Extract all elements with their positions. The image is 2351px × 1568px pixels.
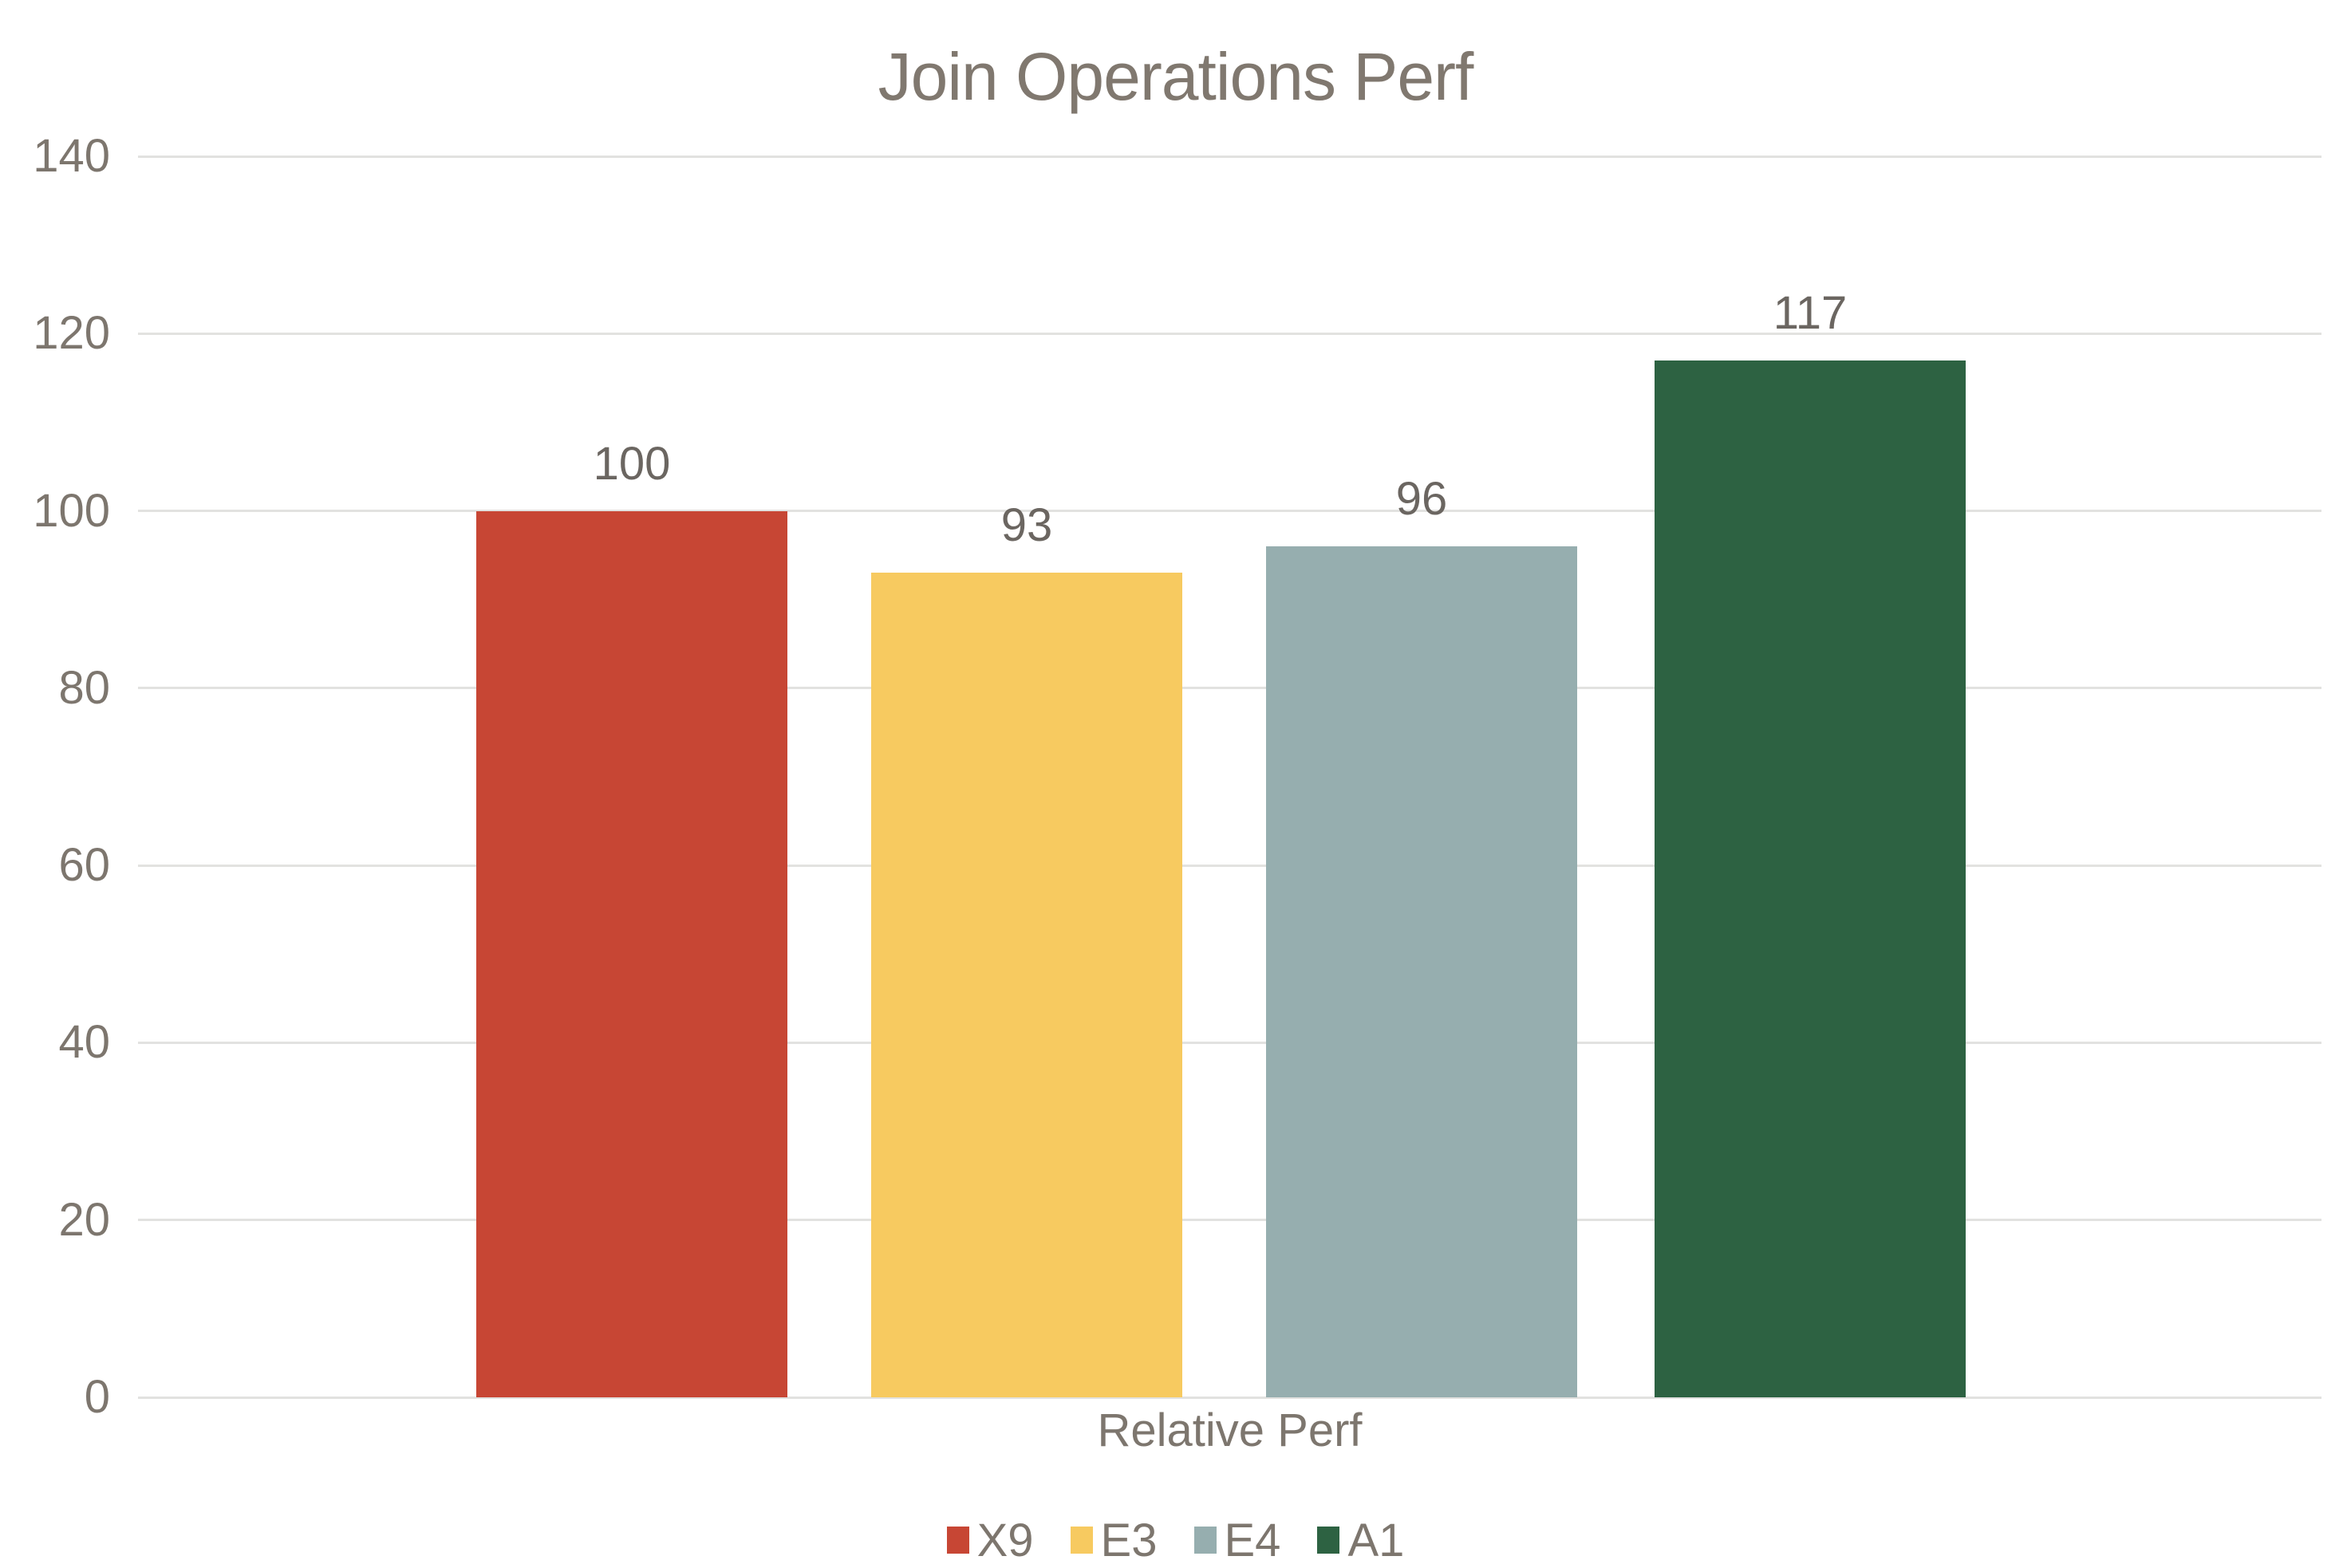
y-axis: 0 20 40 60 80 100 120 140	[0, 132, 110, 1422]
chart-title: Join Operations Perf	[878, 39, 1474, 114]
y-tick-label: 40	[58, 1016, 110, 1069]
gridline	[138, 332, 2321, 335]
gridline	[138, 510, 2321, 513]
bar-a1	[1655, 360, 1966, 1397]
bar-x9	[476, 510, 787, 1397]
legend-label: E4	[1224, 1514, 1281, 1566]
legend-item-a1: A1	[1317, 1514, 1404, 1567]
gridline	[138, 1041, 2321, 1044]
bar-value-label: 100	[593, 437, 671, 490]
y-tick-label: 20	[58, 1193, 110, 1246]
legend-item-e4: E4	[1193, 1514, 1281, 1567]
bar-value-label: 96	[1395, 473, 1448, 526]
gridline	[138, 155, 2321, 158]
bar-e3	[871, 573, 1182, 1397]
gridline	[138, 687, 2321, 690]
y-tick-label: 60	[58, 839, 110, 892]
y-tick-label: 120	[33, 307, 110, 360]
gridline	[138, 1396, 2321, 1399]
legend-label: X9	[976, 1514, 1034, 1566]
bar-e4	[1266, 546, 1577, 1397]
bar-value-label: 93	[1000, 499, 1053, 552]
legend-label: A1	[1347, 1514, 1405, 1566]
y-tick-label: 0	[84, 1371, 110, 1423]
legend-swatch-e4	[1193, 1527, 1217, 1554]
y-tick-label: 80	[58, 661, 110, 714]
legend-label: E3	[1100, 1514, 1158, 1566]
legend-item-e3: E3	[1070, 1514, 1158, 1567]
plot-area: 100 93 96 117	[138, 155, 2321, 1399]
y-tick-label: 100	[33, 484, 110, 537]
legend-swatch-x9	[946, 1527, 969, 1554]
gridline	[138, 864, 2321, 867]
x-axis-title: Relative Perf	[1097, 1405, 1363, 1456]
legend-item-x9: X9	[946, 1514, 1034, 1567]
legend-swatch-e3	[1070, 1527, 1093, 1554]
legend-swatch-a1	[1317, 1527, 1340, 1554]
y-tick-label: 140	[33, 130, 110, 182]
bar-value-label: 117	[1773, 286, 1848, 339]
legend: X9 E3 E4 A1	[0, 1512, 2351, 1568]
gridline	[138, 1219, 2321, 1222]
